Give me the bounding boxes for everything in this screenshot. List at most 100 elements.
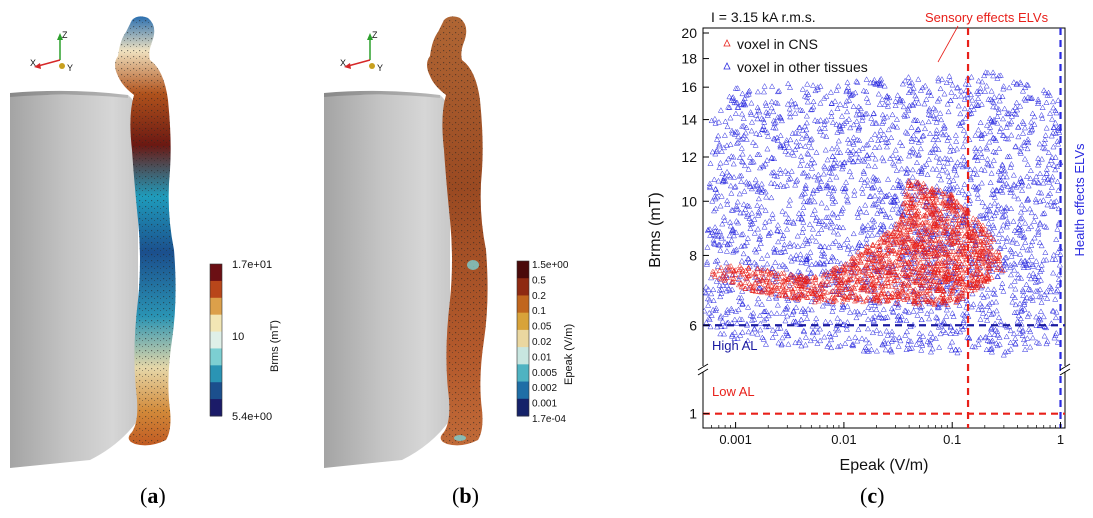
scatter-point [855, 124, 862, 131]
scatter-point [726, 263, 733, 269]
scatter-point [1000, 213, 1007, 219]
scatter-point [1050, 98, 1057, 105]
scatter-point [881, 340, 888, 346]
scatter-point [922, 183, 929, 189]
scatter-point [959, 187, 966, 193]
scatter-point [902, 258, 909, 264]
scatter-point [714, 136, 721, 142]
scatter-point [730, 278, 737, 284]
scatter-point [835, 282, 841, 288]
scatter-point [990, 290, 997, 296]
scatter-point [766, 271, 772, 277]
scatter-point [807, 270, 814, 276]
scatter-point [913, 240, 920, 246]
scatter-point [875, 137, 882, 143]
scatter-point [897, 139, 904, 145]
scatter-point [849, 245, 856, 251]
scatter-point [1000, 288, 1007, 294]
scatter-point [757, 320, 764, 327]
scatter-point [1018, 181, 1025, 188]
scatter-point [987, 265, 994, 272]
scatter-point [865, 286, 872, 292]
scatter-point [856, 253, 863, 259]
scatter-point [873, 277, 880, 283]
scatter-point [910, 132, 917, 139]
scatter-point [899, 286, 906, 292]
scatter-point [764, 145, 771, 152]
scatter-point [775, 270, 781, 276]
scatter-point [934, 186, 940, 193]
scatter-point [801, 280, 808, 286]
scatter-point [1007, 346, 1014, 352]
scatter-point [947, 148, 954, 154]
scatter-point [875, 90, 882, 97]
scatter-point [947, 288, 954, 294]
scatter-point [846, 265, 854, 272]
scatter-point [954, 231, 961, 237]
scatter-point [893, 239, 900, 245]
scatter-point [802, 334, 809, 340]
scatter-point [738, 101, 745, 107]
scatter-point [816, 175, 823, 182]
scatter-point [832, 238, 839, 244]
scatter-point [1004, 153, 1011, 160]
scatter-point [850, 147, 857, 154]
scatter-point [848, 173, 855, 180]
scatter-point [764, 260, 771, 267]
colorbar-brms [209, 263, 223, 417]
scatter-point [754, 265, 761, 271]
scatter-point [827, 89, 834, 95]
scatter-point [849, 341, 857, 347]
scatter-point [1012, 340, 1019, 346]
scatter-point [729, 267, 736, 273]
scatter-point [719, 170, 726, 176]
scatter-point [975, 255, 982, 261]
scatter-point [932, 265, 938, 271]
scatter-point [1024, 313, 1031, 319]
scatter-point [960, 127, 967, 133]
scatter-point [880, 207, 887, 213]
scatter-point [799, 210, 806, 216]
scatter-point [768, 291, 775, 297]
scatter-point [975, 95, 982, 101]
scatter-point [825, 244, 832, 250]
scatter-point [995, 168, 1002, 174]
scatter-point [958, 289, 965, 296]
scatter-point [927, 92, 935, 98]
scatter-point [886, 258, 893, 264]
scatter-point [898, 165, 905, 172]
scatter-point [805, 305, 812, 312]
scatter-point [881, 260, 888, 266]
scatter-point [969, 290, 976, 297]
scatter-point [1052, 256, 1059, 262]
scatter-point [785, 275, 792, 281]
scatter-point [829, 253, 836, 259]
scatter-point [821, 164, 829, 171]
scatter-point [871, 285, 878, 291]
scatter-point [1032, 273, 1039, 280]
scatter-point [829, 145, 836, 152]
scatter-point [704, 295, 711, 302]
scatter-point [736, 298, 743, 305]
scatter-point [978, 131, 985, 138]
scatter-point [1015, 224, 1022, 230]
scatter-point [933, 196, 939, 202]
scatter-point [1032, 213, 1039, 219]
scatter-point [828, 100, 835, 106]
axis-y-label: Y [377, 63, 383, 73]
scatter-point [1017, 175, 1024, 181]
scatter-point [760, 265, 768, 271]
scatter-point [877, 235, 884, 241]
scatter-point [959, 163, 966, 170]
scatter-point [725, 274, 731, 280]
scatter-point [763, 308, 770, 314]
scatter-point [817, 282, 824, 288]
scatter-point [703, 289, 710, 296]
scatter-point [990, 235, 997, 241]
colorbar-segment [210, 382, 222, 400]
scatter-point [712, 224, 719, 230]
scatter-point [866, 193, 873, 199]
scatter-point [787, 110, 794, 116]
scatter-point [745, 255, 752, 262]
scatter-point [827, 224, 834, 231]
